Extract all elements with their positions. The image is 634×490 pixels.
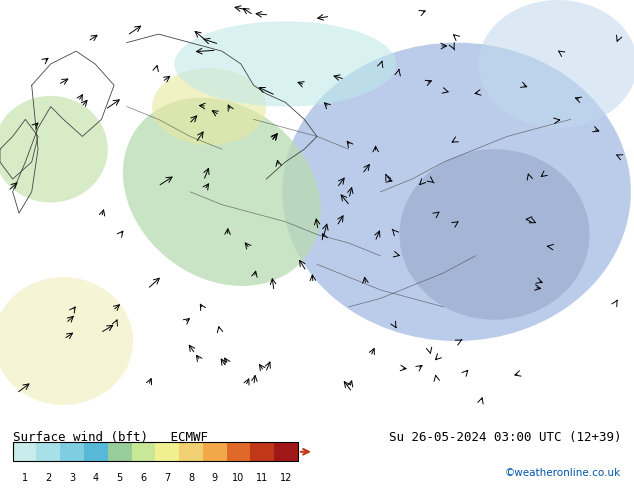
Text: 8: 8	[188, 473, 194, 483]
Text: Surface wind (bft)   ECMWF: Surface wind (bft) ECMWF	[13, 431, 208, 444]
Text: 3: 3	[69, 473, 75, 483]
Bar	[60, 442, 84, 462]
Text: 11: 11	[256, 473, 268, 483]
Text: 12: 12	[280, 473, 292, 483]
Text: 9: 9	[212, 473, 218, 483]
Ellipse shape	[0, 277, 133, 405]
Bar	[179, 442, 203, 462]
Text: 1: 1	[22, 473, 28, 483]
Ellipse shape	[0, 96, 108, 202]
Ellipse shape	[399, 149, 590, 319]
Bar	[203, 442, 226, 462]
Bar	[155, 442, 179, 462]
Ellipse shape	[479, 0, 634, 128]
Text: 10: 10	[233, 473, 245, 483]
Bar	[13, 442, 298, 462]
Bar	[108, 442, 131, 462]
Text: ©weatheronline.co.uk: ©weatheronline.co.uk	[505, 467, 621, 478]
Bar	[84, 442, 108, 462]
Bar	[250, 442, 274, 462]
Bar	[132, 442, 155, 462]
Text: 7: 7	[164, 473, 171, 483]
Ellipse shape	[123, 98, 321, 286]
Bar	[36, 442, 60, 462]
Text: 6: 6	[140, 473, 146, 483]
Bar	[227, 442, 250, 462]
Text: 4: 4	[93, 473, 99, 483]
Ellipse shape	[174, 21, 396, 106]
Bar	[13, 442, 36, 462]
Bar	[274, 442, 298, 462]
Ellipse shape	[152, 68, 266, 145]
Ellipse shape	[282, 43, 631, 341]
Text: Su 26-05-2024 03:00 UTC (12+39): Su 26-05-2024 03:00 UTC (12+39)	[389, 431, 621, 444]
Text: 5: 5	[117, 473, 123, 483]
Text: 2: 2	[45, 473, 51, 483]
